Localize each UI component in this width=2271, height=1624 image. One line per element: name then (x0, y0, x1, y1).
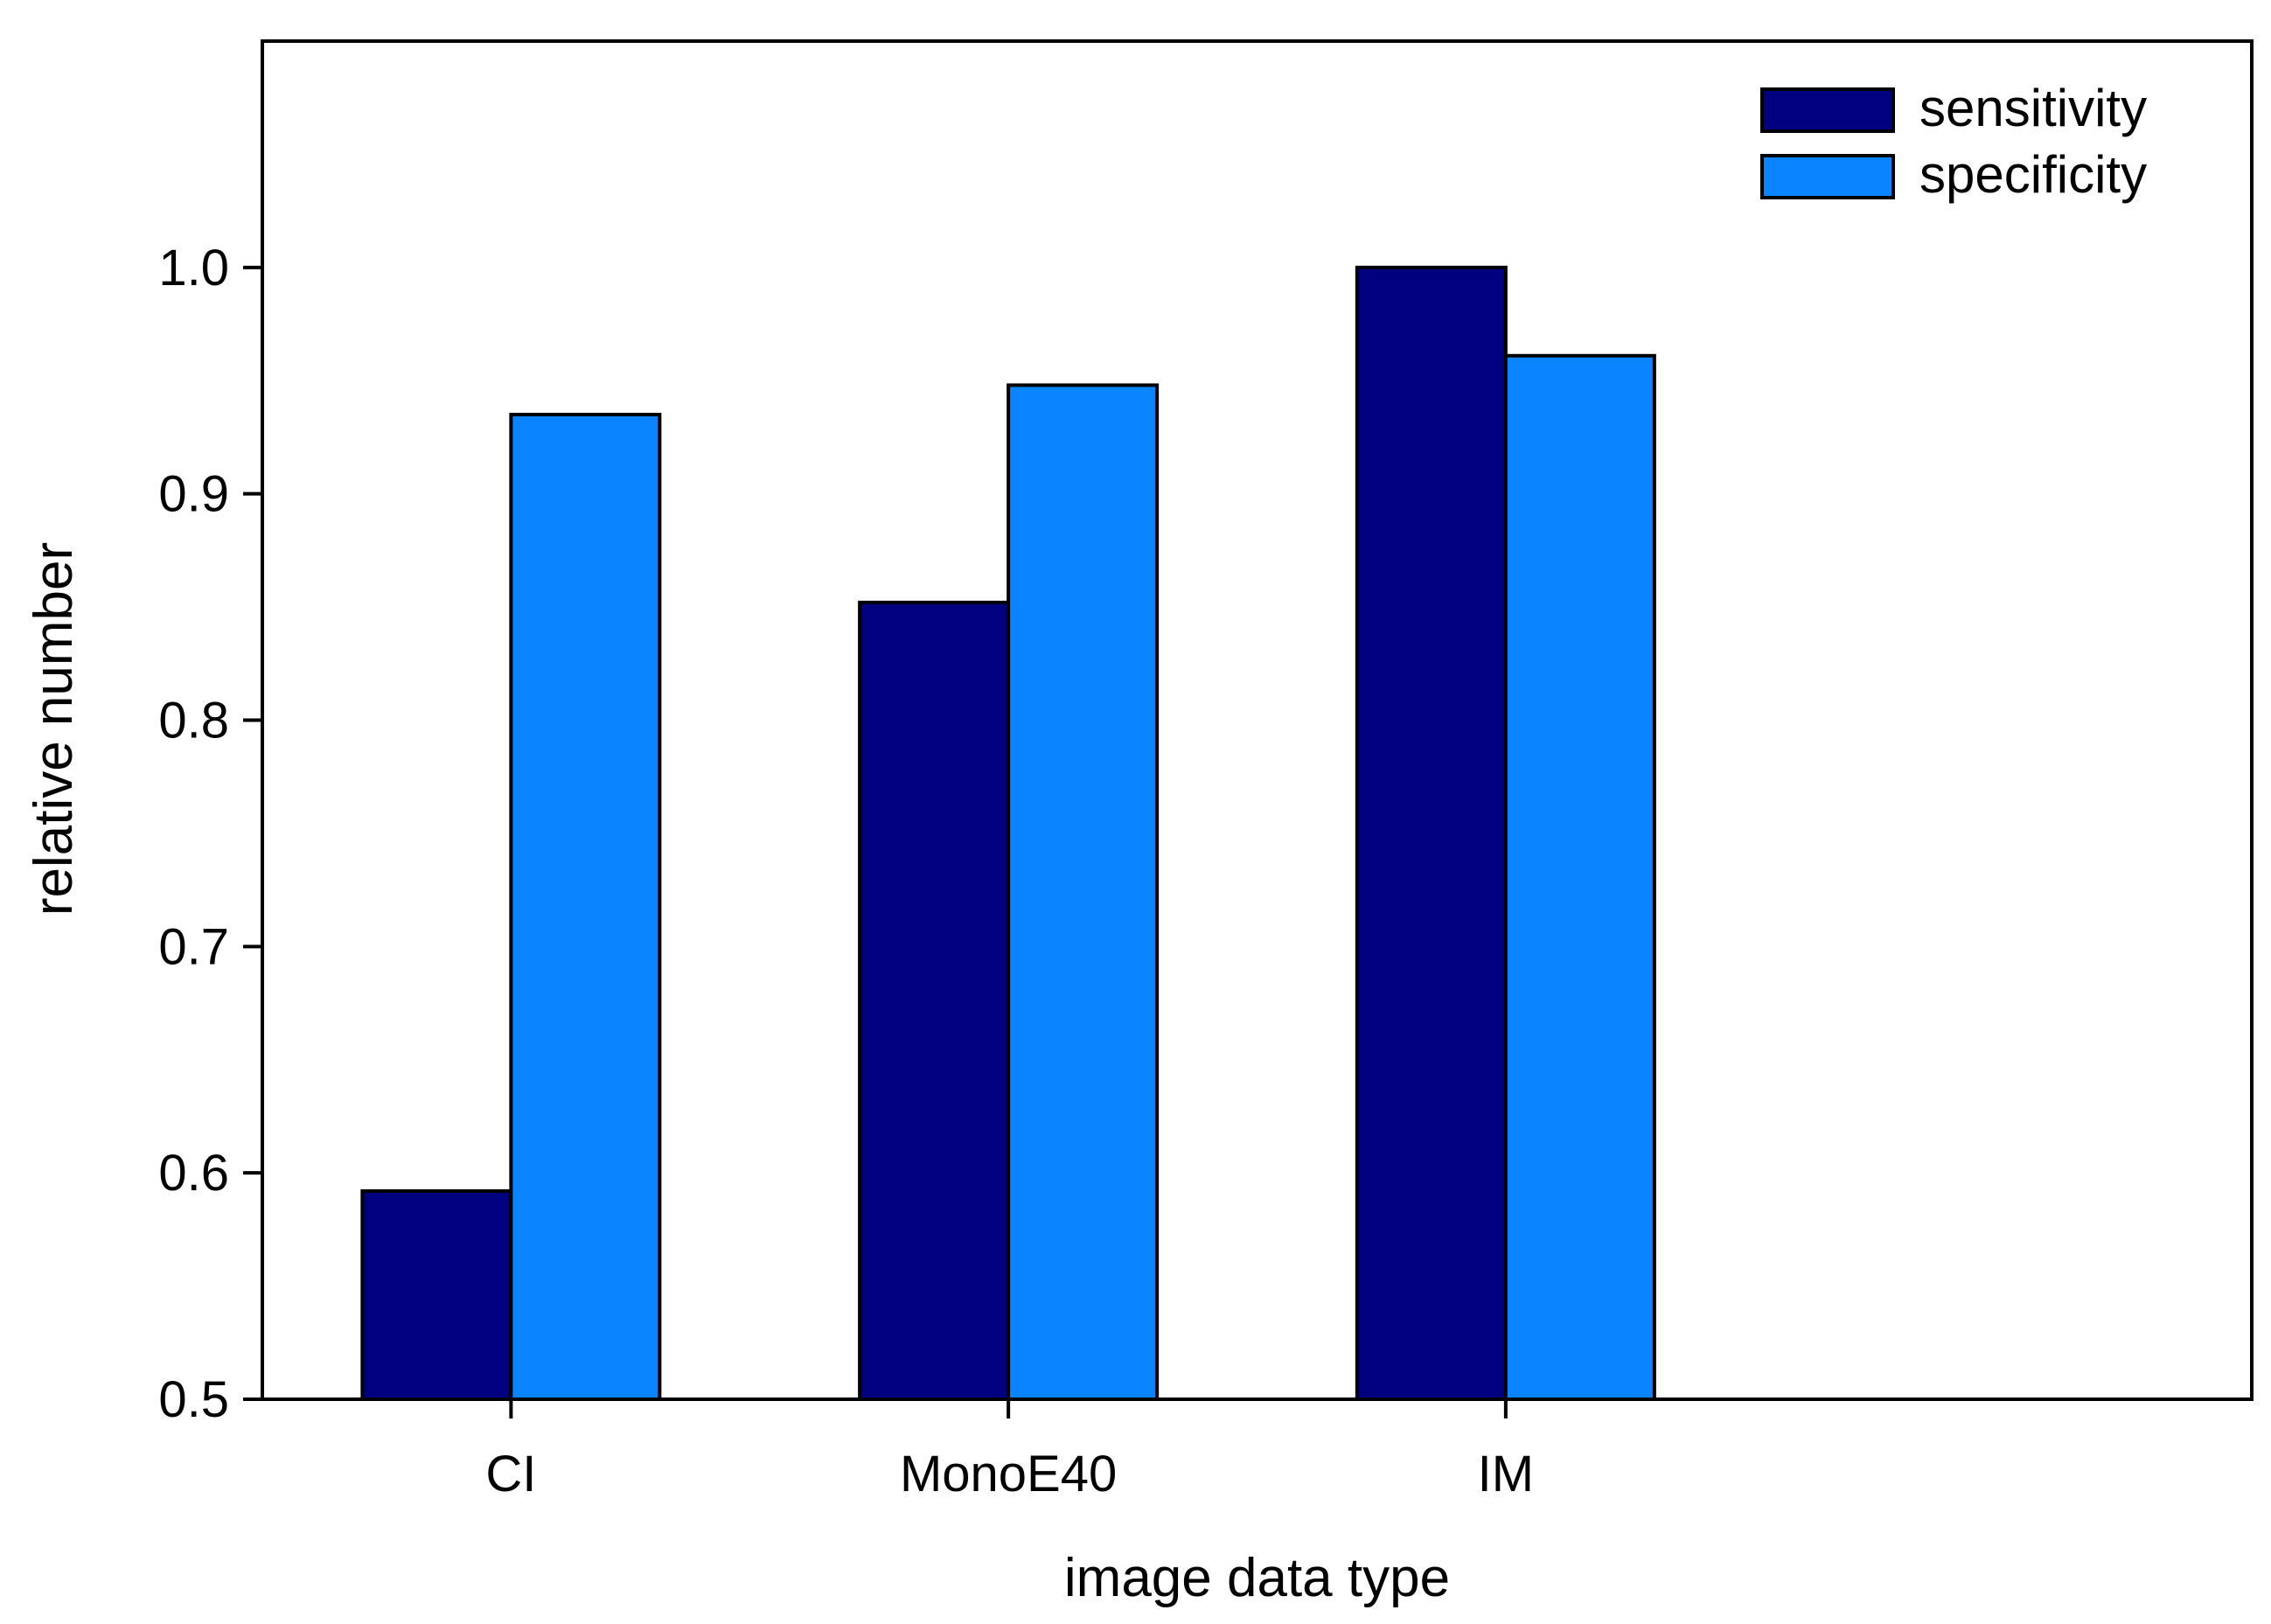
bar-specificity-IM (1503, 353, 1656, 1401)
bar-specificity-CI (509, 413, 662, 1402)
x-axis: CI MonoE40 IM (485, 1399, 1534, 1502)
x-tick-label: IM (1478, 1446, 1534, 1502)
bar-sensitivity-MonoE40 (858, 600, 1011, 1401)
legend-swatch-specificity (1760, 154, 1895, 199)
y-tick-label: 1.0 (158, 240, 229, 296)
y-axis-title: relative number (24, 542, 84, 916)
y-tick-label: 0.7 (158, 918, 229, 975)
x-tick-label: MonoE40 (900, 1446, 1117, 1502)
legend-label-sensitivity: sensitivity (1919, 79, 2147, 137)
legend-label-specificity: specificity (1919, 145, 2147, 204)
x-axis-title: image data type (1064, 1548, 1450, 1608)
bar-specificity-MonoE40 (1007, 383, 1160, 1402)
x-tick-label: CI (485, 1446, 536, 1502)
bar-sensitivity-CI (360, 1188, 513, 1401)
bar-sensitivity-IM (1355, 265, 1508, 1401)
legend: sensitivity specificity (1760, 79, 2147, 204)
bars-layer (360, 265, 1656, 1402)
y-tick-label: 0.5 (158, 1371, 229, 1428)
y-tick-label: 0.9 (158, 466, 229, 523)
y-axis: 0.5 0.6 0.7 0.8 0.9 1.0 (158, 240, 262, 1428)
y-tick-label: 0.8 (158, 693, 229, 749)
y-tick-label: 0.6 (158, 1145, 229, 1202)
legend-swatch-sensitivity (1760, 87, 1895, 133)
